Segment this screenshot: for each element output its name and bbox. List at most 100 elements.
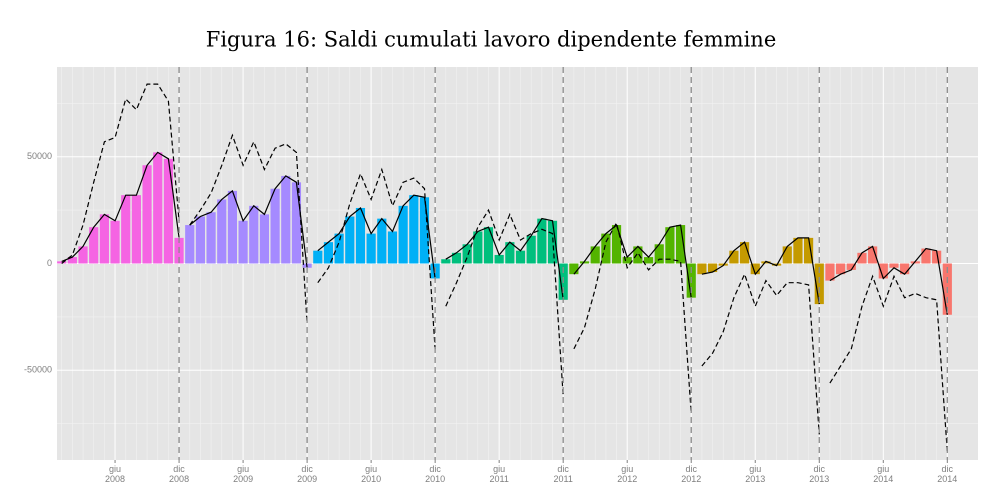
bar [494, 254, 504, 264]
line [61, 151, 180, 262]
bar [804, 237, 814, 264]
bar [419, 197, 430, 264]
bar [89, 227, 99, 264]
bar [398, 205, 408, 264]
x-tick-label: giu 2011 [489, 464, 509, 484]
bar [526, 235, 536, 264]
bar [921, 248, 931, 264]
dashed-line [317, 167, 436, 349]
bar [473, 231, 483, 264]
bar [291, 182, 302, 264]
bar [601, 233, 611, 264]
bar [377, 218, 387, 264]
bar [878, 263, 888, 279]
bar [57, 261, 67, 264]
bar [537, 218, 547, 264]
y-tick-label: 0 [47, 258, 52, 268]
line [317, 194, 436, 279]
bar [707, 263, 718, 273]
bar [131, 195, 141, 264]
bar [697, 263, 707, 275]
bar [345, 216, 355, 264]
bar [611, 225, 622, 264]
bar [665, 227, 675, 264]
bar [900, 263, 910, 275]
bar [409, 195, 419, 264]
bar [387, 231, 398, 264]
bar [355, 207, 366, 264]
chart-title: Figura 16: Saldi cumulati lavoro dipende… [206, 28, 777, 52]
x-tick-label: dic 2009 [297, 464, 318, 484]
x-tick-label: giu 2012 [617, 464, 638, 484]
bar [270, 188, 280, 264]
x-tick-label: giu 2008 [105, 464, 126, 484]
dashed-line [61, 83, 180, 264]
bar [836, 263, 846, 275]
bar [259, 214, 270, 264]
bar [121, 195, 131, 264]
dashed-line [189, 133, 308, 324]
bar [483, 227, 494, 264]
bar [633, 246, 643, 264]
bar [238, 220, 248, 264]
line [829, 245, 948, 315]
bar [67, 257, 77, 264]
line [189, 175, 308, 268]
bar [889, 263, 899, 268]
bar [750, 263, 760, 275]
bar [729, 250, 739, 264]
bar [153, 152, 163, 264]
line [573, 224, 692, 298]
bar [142, 165, 152, 264]
line [701, 237, 820, 305]
bar [857, 252, 867, 264]
x-tick-label: giu 2014 [873, 464, 894, 484]
y-tick-label: 50000 [27, 151, 52, 161]
x-tick-label: giu 2009 [233, 464, 254, 484]
bar [323, 242, 334, 264]
dashed-line [829, 274, 948, 452]
bar [932, 250, 942, 264]
bar [451, 252, 462, 264]
bar [910, 261, 920, 264]
bar [281, 175, 291, 264]
bar [569, 263, 579, 275]
bar [462, 244, 472, 264]
dashed-line [573, 221, 692, 414]
bar [206, 212, 216, 264]
bar [846, 263, 856, 270]
x-tick-label: dic 2014 [937, 464, 958, 484]
bar [78, 246, 88, 264]
bar [163, 158, 173, 264]
bar [217, 199, 227, 264]
bar [99, 214, 109, 264]
line [445, 217, 564, 300]
x-tick-label: dic 2013 [809, 464, 830, 484]
bar [366, 233, 376, 264]
y-tick-label: -50000 [24, 365, 52, 375]
bar [227, 190, 238, 264]
bar [868, 246, 878, 264]
bar [782, 246, 792, 264]
x-tick-label: giu 2013 [745, 464, 766, 484]
bar [814, 263, 824, 305]
x-tick-label: dic 2010 [425, 464, 446, 484]
bar [515, 250, 526, 264]
bar [195, 216, 205, 264]
bar [675, 225, 686, 264]
bar [622, 257, 632, 264]
bar [185, 225, 195, 264]
bar [441, 259, 451, 264]
bar [739, 242, 750, 264]
bar [334, 233, 344, 264]
bar [313, 250, 323, 264]
bar [654, 244, 664, 264]
bar [579, 261, 590, 264]
dashed-line [701, 272, 820, 435]
bar [793, 237, 803, 264]
x-tick-label: dic 2012 [681, 464, 702, 484]
x-tick-label: giu 2010 [361, 464, 382, 484]
bar [643, 257, 654, 264]
bar [110, 220, 120, 264]
